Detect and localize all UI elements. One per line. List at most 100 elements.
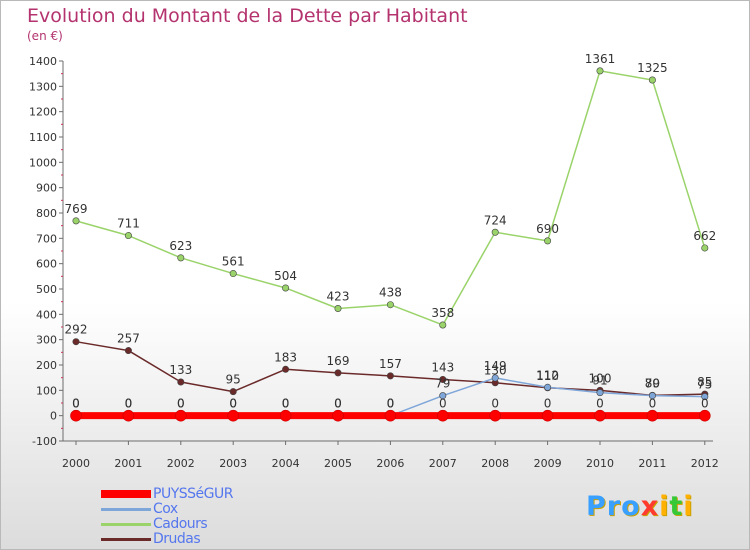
data-label: 75	[697, 378, 712, 392]
x-tick-label: 2010	[586, 457, 614, 470]
x-tick-label: 2005	[324, 457, 352, 470]
data-label: 724	[484, 213, 507, 227]
logo-letter: r	[606, 491, 622, 522]
data-point-2	[282, 284, 290, 292]
data-label: 0	[387, 397, 395, 411]
data-point-1	[596, 389, 604, 397]
data-label: 80	[645, 376, 660, 390]
data-label: 0	[125, 397, 133, 411]
data-label: 0	[701, 397, 709, 411]
data-point-2	[701, 244, 709, 252]
data-point-3	[282, 365, 290, 373]
data-point-0	[646, 409, 659, 422]
legend-label: Drudas	[153, 531, 201, 547]
data-label: 292	[65, 323, 88, 337]
data-point-2	[72, 217, 80, 225]
legend-label: PUYSSéGUR	[153, 486, 233, 502]
data-point-0	[698, 409, 711, 422]
x-tick-label: 2007	[429, 457, 457, 470]
data-label: 79	[645, 377, 660, 391]
data-point-1	[648, 392, 656, 400]
data-point-0	[332, 409, 344, 422]
y-tick-label: 1000	[29, 156, 57, 169]
data-label: 0	[439, 397, 447, 411]
data-label: 0	[387, 397, 395, 411]
data-label: 0	[282, 397, 290, 411]
data-point-3	[177, 378, 185, 386]
data-point-0	[594, 409, 606, 422]
logo-letter: i	[683, 491, 694, 522]
y-tick-label: 1400	[29, 55, 57, 68]
data-label: 91	[592, 374, 607, 388]
data-point-1	[701, 393, 709, 401]
y-tick-label: 0	[50, 410, 57, 423]
y-tick-label: 300	[36, 334, 57, 347]
data-point-2	[491, 228, 499, 236]
y-tick-label: 900	[36, 182, 57, 195]
data-label: 79	[435, 377, 450, 391]
x-tick-label: 2011	[638, 457, 666, 470]
data-point-2	[229, 270, 237, 278]
y-tick-label: 100	[36, 384, 57, 397]
data-label: 662	[693, 229, 716, 243]
logo-letter: i	[659, 491, 670, 522]
legend-swatch	[101, 508, 151, 511]
data-label: 0	[596, 397, 604, 411]
data-label: 130	[484, 364, 507, 378]
data-point-0	[227, 409, 239, 422]
data-label: 358	[431, 306, 454, 320]
data-point-3	[439, 375, 447, 383]
y-tick-label: 1100	[29, 131, 57, 144]
y-tick-label: 600	[36, 258, 57, 271]
logo-letter: x	[640, 491, 660, 522]
data-point-2	[334, 305, 342, 313]
data-point-0	[175, 409, 187, 422]
data-label: 0	[177, 397, 185, 411]
chart-title: Evolution du Montant de la Dette par Hab…	[27, 5, 468, 27]
data-label: 0	[491, 397, 499, 411]
data-point-3	[386, 372, 394, 380]
data-point-2	[544, 237, 552, 245]
data-label: 561	[222, 255, 245, 269]
data-label: 690	[536, 222, 559, 236]
data-point-0	[70, 409, 82, 422]
legend-swatch	[101, 538, 151, 541]
data-label: 1325	[637, 61, 668, 75]
y-tick-label: 700	[36, 232, 57, 245]
data-point-2	[177, 254, 185, 262]
y-tick-label: -100	[32, 435, 57, 448]
data-label: 0	[544, 397, 552, 411]
y-tick-label: 800	[36, 207, 57, 220]
data-point-2	[596, 67, 604, 75]
y-tick-label: 1200	[29, 106, 57, 119]
x-tick-label: 2004	[272, 457, 300, 470]
data-point-0	[279, 409, 292, 422]
x-tick-label: 2012	[691, 457, 719, 470]
data-label: 0	[72, 397, 80, 411]
x-tick-label: 2006	[376, 457, 404, 470]
data-point-2	[124, 232, 132, 240]
data-label: 711	[117, 217, 140, 231]
legend-swatch	[101, 523, 151, 526]
data-label: 112	[536, 368, 559, 382]
data-label: 438	[379, 286, 402, 300]
data-label: 143	[431, 360, 454, 374]
data-point-1	[544, 383, 552, 391]
data-point-2	[386, 301, 394, 309]
data-point-2	[648, 76, 656, 84]
data-label: 0	[282, 397, 290, 411]
data-label: 95	[226, 373, 241, 387]
data-point-0	[384, 409, 397, 422]
y-tick-label: 500	[36, 283, 57, 296]
x-tick-label: 2003	[219, 457, 247, 470]
x-tick-label: 2000	[62, 457, 90, 470]
data-point-0	[489, 409, 502, 422]
data-label: 1361	[585, 52, 616, 66]
proxiti-logo: Proxiti	[586, 491, 694, 522]
data-label: 85	[697, 375, 712, 389]
legend-label: Cox	[153, 501, 178, 517]
data-label: 110	[536, 369, 559, 383]
x-tick-label: 2002	[167, 457, 195, 470]
